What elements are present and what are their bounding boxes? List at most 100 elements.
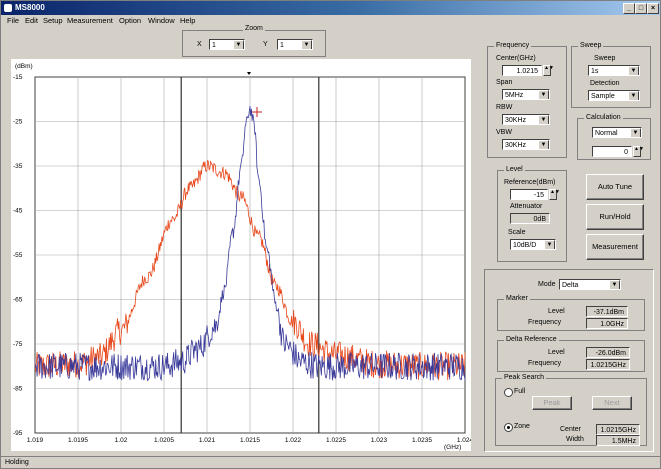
reference-field[interactable]: -15: [510, 189, 548, 200]
span-label: Span: [496, 79, 513, 86]
chevron-down-icon[interactable]: ▼: [544, 240, 555, 249]
full-radio[interactable]: [504, 388, 513, 397]
close-button[interactable]: ×: [647, 3, 659, 14]
peak-search-group: Peak Search Full Peak Next Zone Center 1…: [495, 373, 647, 446]
x-tick-label: 1.0235: [412, 437, 432, 444]
calculation-spin-icon[interactable]: ▲▼: [633, 146, 644, 157]
x-tick-label: 1.0195: [68, 437, 88, 444]
rbw-select[interactable]: 30KHz ▼: [502, 114, 550, 125]
minimize-button[interactable]: _: [623, 3, 635, 14]
zone-width-field: 1.5MHz: [596, 435, 640, 446]
span-value: 5MHz: [505, 92, 524, 99]
zone-radio[interactable]: [504, 423, 513, 432]
zoom-x-select[interactable]: 1 ▼: [209, 39, 245, 50]
detection-select[interactable]: Sample ▼: [588, 90, 640, 101]
radio-dot-icon: [507, 426, 510, 429]
sweep-label: Sweep: [594, 55, 616, 62]
marker-cross-icon: [252, 107, 262, 117]
delta-level-label: Level: [548, 349, 565, 356]
x-tick-label: 1.0205: [154, 437, 174, 444]
menu-edit[interactable]: Edit: [25, 16, 38, 25]
x-tick-label: 1.021: [199, 437, 216, 444]
full-label: Full: [514, 388, 526, 395]
delta-level-field: -26.0dBm: [586, 347, 630, 358]
chevron-down-icon[interactable]: ▼: [609, 280, 620, 289]
x-tick-label: 1.02: [115, 437, 128, 444]
zoom-y-select[interactable]: 1 ▼: [277, 39, 313, 50]
marker-frequency-field: 1.0GHz: [586, 318, 628, 329]
mode-label: Mode: [538, 281, 556, 288]
menu-option[interactable]: Option: [119, 16, 142, 25]
vbw-value: 30KHz: [505, 142, 527, 149]
sweep-select[interactable]: 1s ▼: [588, 65, 640, 76]
app-icon: [4, 4, 12, 12]
reference-spin-icon[interactable]: ▲▼: [549, 189, 560, 200]
maximize-button[interactable]: □: [635, 3, 647, 14]
calculation-count-field[interactable]: 0: [592, 146, 632, 157]
run-hold-button[interactable]: Run/Hold: [586, 204, 644, 230]
y-tick-label: -45: [13, 208, 23, 215]
y-axis-ticks: -15 -25 -35 -45 -55 -65 -75 -85 -95: [13, 74, 23, 437]
chevron-down-icon[interactable]: ▼: [301, 40, 312, 49]
x-tick-label: 1.0225: [326, 437, 346, 444]
sweep-value: 1s: [591, 68, 599, 75]
chevron-down-icon[interactable]: ▼: [538, 140, 549, 149]
marker-level-label: Level: [548, 308, 565, 315]
chevron-down-icon[interactable]: ▼: [538, 90, 549, 99]
chevron-down-icon[interactable]: ▼: [628, 91, 639, 100]
center-label: Center(GHz): [496, 55, 536, 62]
next-button[interactable]: Next: [592, 396, 632, 410]
trace-series-2: [34, 106, 466, 382]
rbw-label: RBW: [496, 104, 513, 111]
scale-label: Scale: [508, 229, 526, 236]
chevron-down-icon[interactable]: ▼: [630, 128, 641, 137]
measurement-button[interactable]: Measurement: [586, 234, 644, 260]
status-text: Holding: [5, 459, 29, 466]
calculation-select[interactable]: Normal ▼: [592, 127, 642, 138]
marker-pointer-icon: [247, 72, 251, 75]
delta-frequency-label: Frequency: [528, 360, 562, 367]
menu-measurement[interactable]: Measurement: [67, 16, 113, 25]
y-tick-label: -15: [13, 74, 23, 81]
span-select[interactable]: 5MHz ▼: [502, 89, 550, 100]
x-unit-label: (GHz): [444, 444, 461, 451]
chevron-down-icon[interactable]: ▼: [538, 115, 549, 124]
y-tick-label: -75: [13, 341, 23, 348]
sweep-group: Sweep Sweep 1s ▼ Detection Sample ▼: [571, 41, 651, 108]
sweep-legend: Sweep: [578, 41, 604, 51]
detection-value: Sample: [591, 93, 615, 100]
marker-legend: Marker: [504, 294, 530, 304]
zone-center-label: Center: [560, 426, 582, 433]
menu-setup[interactable]: Setup: [43, 16, 63, 25]
vbw-select[interactable]: 30KHz ▼: [502, 139, 550, 150]
x-tick-label: 1.019: [27, 437, 44, 444]
level-group: Level Reference(dBm) -15 ▲▼ Attenuator 0…: [497, 165, 567, 262]
menu-file[interactable]: File: [7, 16, 20, 25]
scale-select[interactable]: 10dB/D ▼: [510, 239, 556, 250]
chevron-down-icon[interactable]: ▼: [628, 66, 639, 75]
zone-width-label: Width: [566, 436, 584, 443]
center-field[interactable]: 1.0215: [502, 65, 542, 76]
spectrum-plot[interactable]: (dBm) (GHz) -15-25-35-45-55-65-75-85-95 …: [11, 59, 471, 451]
mode-select[interactable]: Delta ▼: [559, 279, 621, 290]
peak-button[interactable]: Peak: [532, 396, 572, 410]
zone-center-field: 1.0215GHz: [596, 424, 640, 435]
mode-value: Delta: [562, 282, 579, 289]
auto-tune-button[interactable]: Auto Tune: [586, 174, 644, 200]
attenuator-field: 0dB: [510, 213, 550, 224]
title-bar: MS8000 _ □ ×: [1, 1, 660, 15]
menu-help[interactable]: Help: [180, 16, 196, 25]
y-tick-label: -25: [13, 119, 23, 126]
marker-group: Marker Level -37.1dBm Frequency 1.0GHz: [497, 294, 645, 331]
attenuator-label: Attenuator: [510, 203, 543, 210]
y-tick-label: -85: [13, 386, 23, 393]
menu-bar: File Edit Setup Measurement Option Windo…: [1, 15, 660, 27]
chevron-down-icon[interactable]: ▼: [233, 40, 244, 49]
menu-window[interactable]: Window: [148, 16, 175, 25]
peak-search-legend: Peak Search: [502, 373, 547, 383]
level-legend: Level: [504, 165, 525, 175]
center-spin-icon[interactable]: ▲▼: [543, 65, 554, 76]
y-tick-label: -65: [13, 297, 23, 304]
trace-layer: [34, 106, 466, 382]
